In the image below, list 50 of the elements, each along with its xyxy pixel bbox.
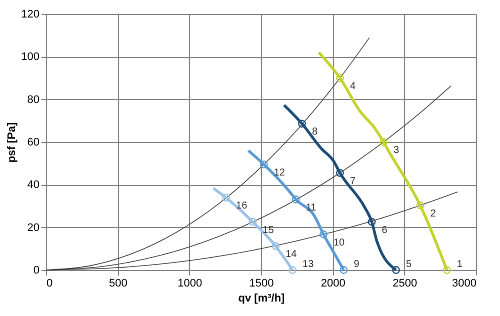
point xyxy=(416,201,424,210)
annotation: 2 xyxy=(430,208,436,220)
point xyxy=(336,168,344,177)
y-tick-label: 120 xyxy=(21,8,40,20)
y-tick-label: 20 xyxy=(27,222,40,234)
point xyxy=(222,194,230,202)
x-axis-title: qv [m³/h] xyxy=(238,292,286,304)
point xyxy=(298,120,306,128)
point xyxy=(320,230,328,238)
line-series xyxy=(246,149,346,272)
x-tick-label: 2500 xyxy=(392,278,418,290)
annotation: 8 xyxy=(312,126,318,138)
annotation: 7 xyxy=(350,176,356,187)
point xyxy=(248,218,257,226)
annotation: 13 xyxy=(302,259,314,270)
point xyxy=(288,266,296,274)
y-tick-label: 80 xyxy=(27,94,40,106)
annotation: 9 xyxy=(354,259,360,270)
annotation: 14 xyxy=(286,249,298,260)
point xyxy=(380,138,388,146)
point xyxy=(368,218,376,226)
annotation: 16 xyxy=(236,200,248,212)
point xyxy=(336,74,344,82)
annotation: 4 xyxy=(350,81,356,92)
y-tick-label: 60 xyxy=(27,136,40,148)
point xyxy=(340,266,348,274)
point xyxy=(442,266,451,274)
line-series xyxy=(282,104,398,272)
annotation: 10 xyxy=(333,237,346,248)
x-tick-label: 2000 xyxy=(320,278,346,290)
x-tick-label: 1500 xyxy=(249,278,274,290)
point xyxy=(292,195,300,204)
annotation: 15 xyxy=(262,224,274,236)
x-tick-label: 0 xyxy=(46,278,53,290)
annotation: 1 xyxy=(456,259,463,270)
y-axis-title: psf [Pa] xyxy=(6,122,18,163)
annotation: 5 xyxy=(406,259,412,270)
line-series xyxy=(317,51,448,272)
y-tick-label: 40 xyxy=(27,179,40,192)
x-tick-label: 500 xyxy=(108,278,128,290)
x-tick-label: 1000 xyxy=(178,278,202,290)
annotation: 12 xyxy=(274,167,286,178)
point xyxy=(272,242,280,250)
annotation: 3 xyxy=(394,145,400,156)
x-tick-label: 3000 xyxy=(452,278,476,290)
y-tick-label: 100 xyxy=(21,51,40,64)
annotation: 6 xyxy=(382,224,388,236)
y-tick-label: 0 xyxy=(33,264,40,276)
point xyxy=(260,160,268,168)
point xyxy=(392,266,400,274)
